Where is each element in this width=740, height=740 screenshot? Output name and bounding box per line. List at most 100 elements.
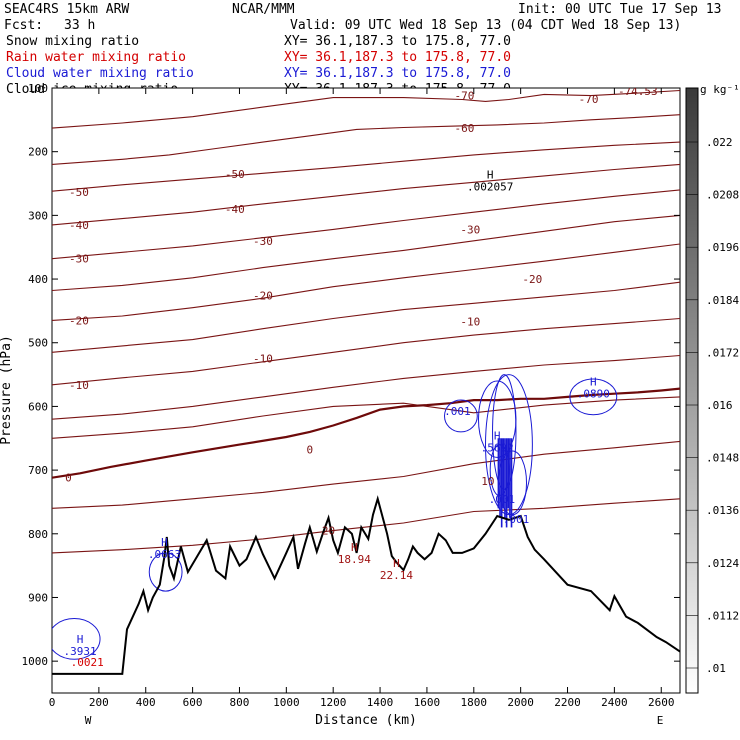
isotherm-line: [52, 141, 680, 192]
colorbar-label: .0172: [706, 346, 739, 359]
isotherm-line: [52, 89, 680, 129]
cloud-water-contour: [569, 378, 618, 416]
isotherm-label: -20: [69, 314, 89, 327]
max-marker: H: [393, 557, 400, 570]
colorbar-label: .01: [706, 662, 726, 675]
colorbar: g kg⁻¹ .022 .0208 .0196 .0184 .0172 .016 .0148…: [685, 83, 740, 694]
x-axis-label: Distance (km): [315, 713, 417, 728]
isotherm-label: 0: [65, 472, 72, 485]
max-value: .002057: [467, 180, 513, 193]
y-tick-label: 200: [28, 146, 48, 159]
y-tick-label: 800: [28, 528, 48, 541]
colorbar-label: .0136: [706, 504, 739, 517]
contour-labels: -70 -70 -74.53 -60 -50 -50 -40 -40 -30 -30 -30 -20 -…: [64, 88, 658, 669]
cloud-water-contours: [52, 374, 618, 660]
terrain-profile-line: [52, 495, 680, 675]
isotherm-line: [52, 396, 680, 439]
cloud-water-contour: [444, 399, 478, 433]
y-tick-label: 1000: [22, 655, 49, 668]
max-marker: H: [487, 168, 494, 181]
y-tick-label: 700: [28, 464, 48, 477]
isotherm-line: [52, 189, 680, 260]
y-tick-label: 900: [28, 591, 48, 604]
x-tick-label: 600: [183, 696, 203, 709]
x-tick-label: 1600: [414, 696, 441, 709]
colorbar-label: .0184: [706, 294, 739, 307]
east-end-label: E: [657, 714, 664, 727]
isotherm-label: -40: [225, 203, 245, 216]
max-marker: H: [590, 375, 597, 388]
valid-time: Valid: 09 UTC Wed 18 Sep 13 (04 CDT Wed …: [290, 18, 681, 33]
max-value: .0663: [148, 548, 181, 561]
colorbar-label: .0112: [706, 609, 739, 622]
isotherm-label: -10: [460, 316, 480, 329]
x-tick-label: 400: [136, 696, 156, 709]
model-title: SEAC4RS 15km ARW: [4, 2, 129, 17]
x-tick-label: 1400: [367, 696, 394, 709]
terrain-layer: [52, 495, 680, 675]
max-value: .3931: [64, 645, 97, 658]
cloud-water-contour: [485, 374, 533, 516]
max-marker: H: [494, 429, 501, 442]
x-tick-label: 2600: [648, 696, 675, 709]
isotherm-label: -40: [69, 219, 89, 232]
isotherm-label: 10: [481, 475, 494, 488]
axes: 0 200 400 600 800 1000 1200 1400 1600 1800 2000 220…: [22, 82, 680, 727]
init-time: Init: 00 UTC Tue 17 Sep 13: [518, 2, 722, 17]
field-name: Rain water mixing ratio: [6, 50, 186, 65]
max-value: .0021: [71, 656, 104, 669]
freezing-level-line: [52, 387, 680, 479]
x-tick-label: 2200: [554, 696, 581, 709]
y-tick-label-top: 100: [28, 82, 48, 95]
figure-header: SEAC4RS 15km ARW NCAR/MMM Init: 00 UTC T…: [4, 2, 722, 33]
isotherm-line: [52, 214, 680, 292]
isotherm-line: [52, 317, 680, 386]
temperature-contours: [52, 89, 680, 554]
colorbar-labels: .022 .0208 .0196 .0184 .0172 .016 .0148 .0136 .0…: [686, 136, 739, 675]
max-value: .0890: [577, 387, 610, 400]
isotherm-label: 20: [322, 525, 335, 538]
field-xy-range: XY= 36.1,187.3 to 175.8, 77.0: [284, 66, 511, 81]
forecast-label: Fcst:: [4, 18, 43, 33]
max-marker: H: [77, 633, 84, 646]
cloud-contour-label: .001: [444, 405, 471, 418]
cloud-contour-label: .001: [489, 493, 516, 506]
x-tick-label: 1000: [273, 696, 300, 709]
x-tick-label: 800: [230, 696, 250, 709]
x-tick-label: 1200: [320, 696, 347, 709]
forecast-hour: 33 h: [64, 18, 95, 33]
isotherm-label: -30: [69, 253, 89, 266]
colorbar-label: .022: [706, 136, 733, 149]
field-name: Cloud water mixing ratio: [6, 66, 194, 81]
isotherm-label: -30: [253, 235, 273, 248]
max-value: 18.94: [338, 553, 371, 566]
isotherm-label: -30: [460, 223, 480, 236]
x-tick-label: 0: [49, 696, 56, 709]
isotherm-label: -20: [522, 273, 542, 286]
colorbar-label: .0208: [706, 189, 739, 202]
y-tick-label: 300: [28, 209, 48, 222]
isotherm-label: -60: [454, 122, 474, 135]
max-value: 22.14: [380, 569, 413, 582]
x-tick-label: 2400: [601, 696, 628, 709]
y-axis-label: Pressure (hPa): [0, 335, 14, 445]
colorbar-unit: g kg⁻¹: [700, 83, 740, 96]
isotherm-line: [52, 354, 680, 420]
cloud-water-contour: [52, 617, 101, 660]
isotherm-line: [52, 243, 680, 321]
colorbar-label: .0124: [706, 557, 739, 570]
colorbar-label: .0196: [706, 241, 739, 254]
isotherm-line: [52, 440, 680, 509]
isotherm-label: -10: [69, 379, 89, 392]
y-tick-label: 600: [28, 400, 48, 413]
max-value: .5692: [481, 441, 514, 454]
west-end-label: W: [85, 714, 92, 727]
colorbar-ramp: [685, 87, 699, 694]
isotherm-line: [52, 498, 680, 554]
isotherm-line: [52, 163, 680, 226]
max-marker: H: [351, 541, 358, 554]
max-marker: H: [161, 536, 168, 549]
isotherm-line: [52, 281, 680, 353]
field-xy-range: XY= 36.1,187.3 to 175.8, 77.0: [284, 50, 511, 65]
